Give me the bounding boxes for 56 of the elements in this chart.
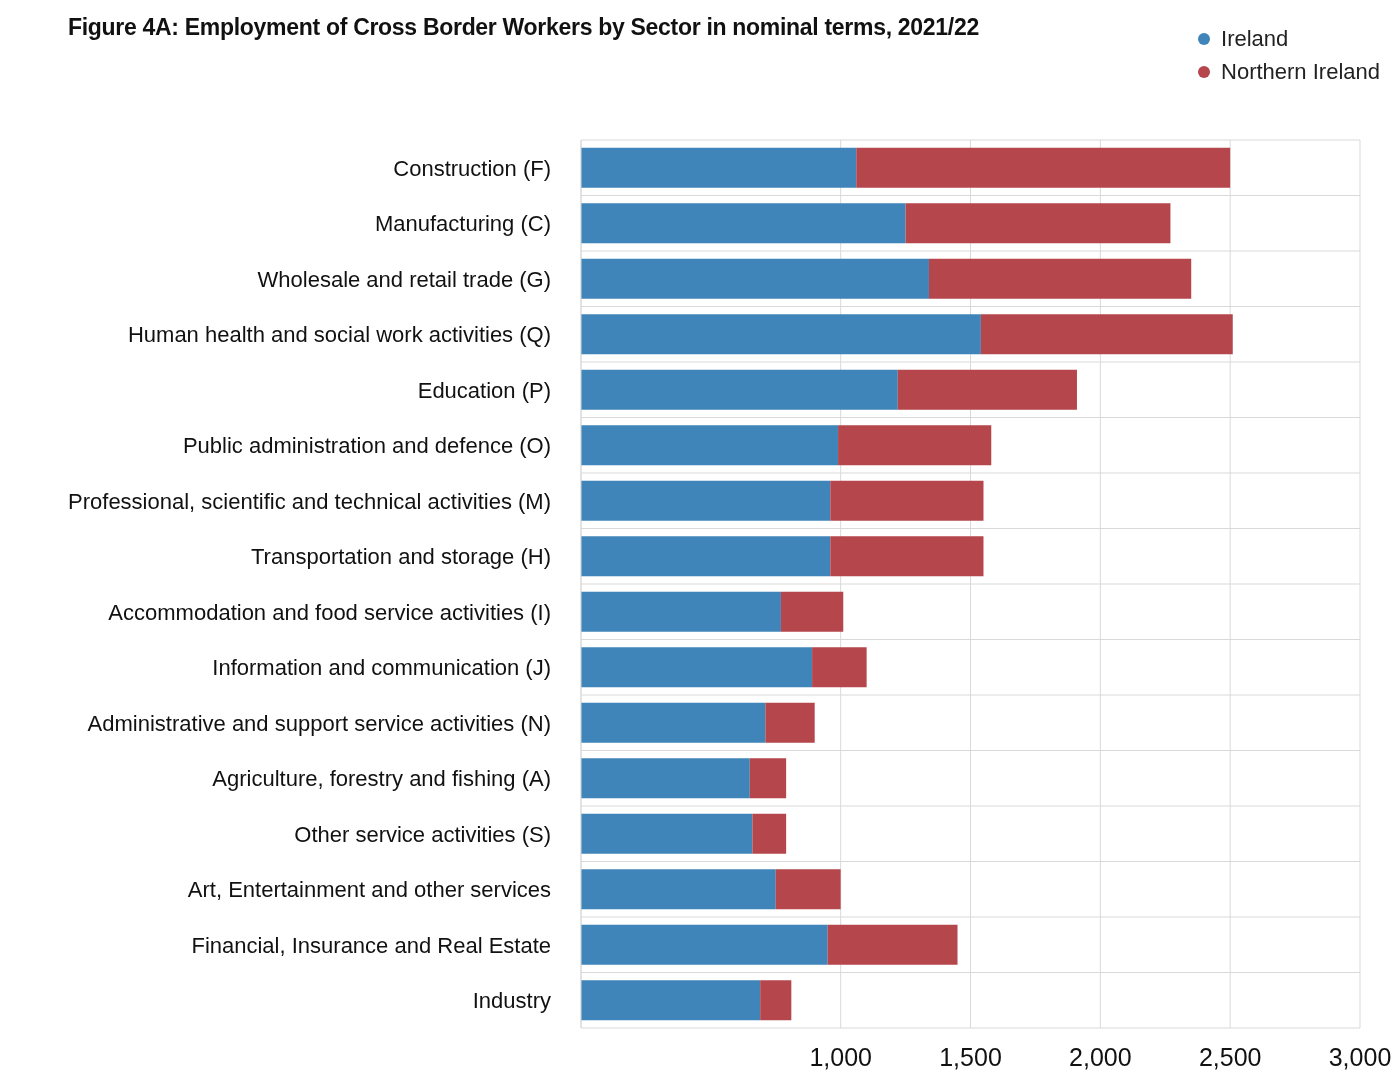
bar bbox=[765, 702, 815, 743]
bar bbox=[581, 147, 857, 188]
x-tick-label: 2,500 bbox=[1198, 1042, 1262, 1071]
bar bbox=[581, 924, 828, 965]
y-tick-label: Other service activities (S) bbox=[294, 821, 551, 847]
bar bbox=[581, 869, 776, 910]
legend-label: Northern Ireland bbox=[1221, 58, 1380, 85]
y-tick-label: Information and communication (J) bbox=[212, 655, 551, 681]
y-tick-label: Art, Entertainment and other services bbox=[187, 877, 551, 903]
bar bbox=[581, 813, 753, 854]
bar bbox=[749, 758, 787, 799]
bar bbox=[581, 480, 831, 521]
bar bbox=[838, 425, 992, 466]
bar bbox=[780, 591, 844, 632]
bar bbox=[897, 369, 1077, 410]
y-tick-label: Education (P) bbox=[417, 377, 551, 403]
bar bbox=[775, 869, 841, 910]
y-tick-label: Agriculture, forestry and fishing (A) bbox=[212, 766, 551, 792]
x-tick-label: 1,000 bbox=[809, 1042, 872, 1071]
y-tick-label: Human health and social work activities (Q) bbox=[127, 322, 551, 348]
bar bbox=[905, 203, 1171, 244]
bar bbox=[928, 258, 1192, 299]
y-tick-label: Manufacturing (C) bbox=[374, 211, 551, 237]
bar bbox=[581, 758, 750, 799]
bar bbox=[980, 314, 1233, 355]
bar bbox=[856, 147, 1231, 188]
bar bbox=[581, 258, 929, 299]
bar bbox=[830, 536, 984, 577]
bar bbox=[581, 314, 981, 355]
bar bbox=[581, 203, 906, 244]
x-tick-label: 2,000 bbox=[1069, 1042, 1132, 1071]
x-tick-label: 3,000 bbox=[1328, 1042, 1392, 1071]
y-tick-label: Financial, Insurance and Real Estate bbox=[191, 932, 551, 958]
bar bbox=[581, 425, 839, 466]
y-tick-label: Administrative and support service activities (N) bbox=[87, 710, 551, 736]
y-tick-label: Accommodation and food service activities (I) bbox=[108, 599, 551, 625]
bar bbox=[581, 980, 761, 1021]
bar bbox=[581, 369, 898, 410]
y-tick-label: Industry bbox=[472, 988, 551, 1014]
bar bbox=[581, 591, 781, 632]
bar bbox=[827, 924, 958, 965]
bar bbox=[760, 980, 792, 1021]
y-tick-label: Construction (F) bbox=[393, 155, 551, 181]
legend-label: Ireland bbox=[1221, 25, 1289, 52]
y-tick-label: Transportation and storage (H) bbox=[251, 544, 551, 570]
y-tick-label: Public administration and defence (O) bbox=[182, 433, 551, 459]
bar bbox=[581, 647, 813, 688]
bar bbox=[752, 813, 787, 854]
bar bbox=[581, 702, 766, 743]
y-tick-label: Professional, scientific and technical activities (M) bbox=[68, 488, 551, 514]
bar bbox=[581, 536, 831, 577]
y-tick-label: Wholesale and retail trade (G) bbox=[257, 266, 551, 292]
x-tick-label: 1,500 bbox=[939, 1042, 1002, 1071]
bar bbox=[830, 480, 984, 521]
bar bbox=[812, 647, 867, 688]
chart-title: Figure 4A: Employment of Cross Border Workers by Sector in nominal terms, 2021/22 bbox=[68, 14, 979, 41]
